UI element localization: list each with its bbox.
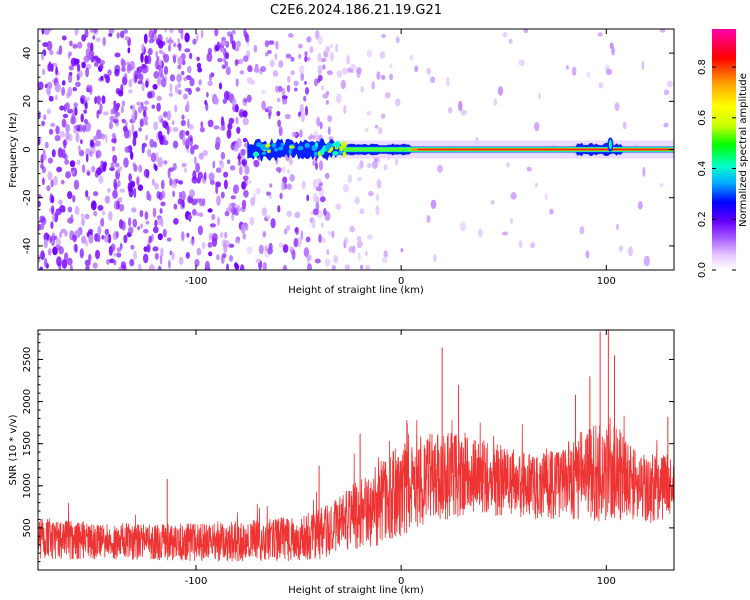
colorbar: 0.0 0.2 0.4 0.6 0.8 Normalized spectral ampl… bbox=[697, 29, 749, 278]
ridge-blob bbox=[265, 143, 271, 148]
ridge-blob bbox=[252, 152, 260, 157]
colorbar-tick-label: 0.8 bbox=[697, 59, 708, 75]
ridge-blob bbox=[320, 148, 325, 156]
spectrogram-panel: -100 0 100 -40 -20 0 20 40 Height of straight l… bbox=[8, 28, 675, 296]
x-tick-label: 100 bbox=[597, 276, 616, 287]
x-tick-label: 100 bbox=[597, 576, 616, 587]
x-tick-label: 0 bbox=[398, 576, 404, 587]
ridge-blob bbox=[335, 142, 340, 149]
snr-panel: -100 0 100 500 1000 1500 2000 2500 Height of st… bbox=[8, 329, 675, 596]
ridge-blob bbox=[332, 150, 339, 156]
ridge-blob bbox=[261, 151, 267, 155]
colorbar-tick-label: 0.4 bbox=[697, 161, 708, 177]
ridge-blob bbox=[313, 151, 319, 157]
colorbar-ticks: 0.0 0.2 0.4 0.6 0.8 bbox=[697, 59, 736, 278]
ridge-blob bbox=[260, 143, 267, 151]
x-tick-label: -100 bbox=[185, 276, 208, 287]
spectrogram-y-axis-label: Frequency (Hz) bbox=[8, 112, 19, 188]
x-tick-label: 0 bbox=[398, 276, 404, 287]
colorbar-tick-label: 0.2 bbox=[697, 211, 708, 227]
chart-title: C2E6.2024.186.21.19.G21 bbox=[270, 3, 442, 18]
y-tick-label: 2500 bbox=[22, 347, 33, 372]
ridge-blob bbox=[297, 145, 304, 151]
ridge-core-red bbox=[417, 148, 674, 151]
y-tick-label: 20 bbox=[22, 95, 33, 108]
spectrogram-x-axis-label: Height of straight line (km) bbox=[288, 285, 424, 296]
ridge-blob bbox=[342, 151, 347, 157]
ridge-blob bbox=[304, 143, 310, 148]
y-tick-label: -40 bbox=[22, 238, 33, 254]
ridge-blob bbox=[273, 147, 279, 152]
ridge-spike-core bbox=[608, 139, 612, 150]
y-tick-label: 1500 bbox=[22, 431, 33, 456]
colorbar-gradient bbox=[712, 29, 736, 270]
ridge-blob bbox=[288, 145, 295, 149]
snr-frame bbox=[37, 329, 675, 571]
spectrogram-ticks: -100 0 100 -40 -20 0 20 40 bbox=[22, 28, 674, 287]
y-tick-label: 0 bbox=[22, 146, 33, 152]
y-tick-label: 40 bbox=[22, 47, 33, 60]
ridge-blob bbox=[256, 142, 262, 148]
spectrogram-noise bbox=[38, 29, 673, 270]
y-tick-label: 1000 bbox=[22, 473, 33, 498]
spectrogram-data bbox=[38, 29, 674, 270]
ridge-blob bbox=[280, 142, 285, 147]
ridge-blob bbox=[325, 142, 332, 149]
y-tick-label: 2000 bbox=[22, 389, 33, 414]
ridge-blob bbox=[278, 146, 284, 151]
ridge-blob bbox=[271, 143, 277, 148]
colorbar-tick-label: 0.0 bbox=[697, 262, 708, 278]
x-tick-label: -100 bbox=[185, 576, 208, 587]
ridge-blob bbox=[339, 145, 344, 152]
colorbar-tick-label: 0.6 bbox=[697, 110, 708, 126]
spectrogram-ridge bbox=[247, 137, 674, 163]
ridge-blob bbox=[267, 149, 271, 153]
y-tick-label: 500 bbox=[22, 518, 33, 537]
snr-x-axis-label: Height of straight line (km) bbox=[288, 585, 424, 596]
colorbar-label: Normalized spectral amplitude bbox=[738, 73, 749, 227]
snr-series-line bbox=[38, 415, 674, 562]
y-tick-label: -20 bbox=[22, 190, 33, 206]
snr-ticks: -100 0 100 500 1000 1500 2000 2500 bbox=[22, 330, 674, 587]
ridge-blob bbox=[288, 148, 292, 155]
snr-data bbox=[38, 330, 674, 562]
snr-y-axis-label: SNR (10 * v/v) bbox=[8, 414, 19, 485]
ridge-blob bbox=[311, 144, 317, 152]
